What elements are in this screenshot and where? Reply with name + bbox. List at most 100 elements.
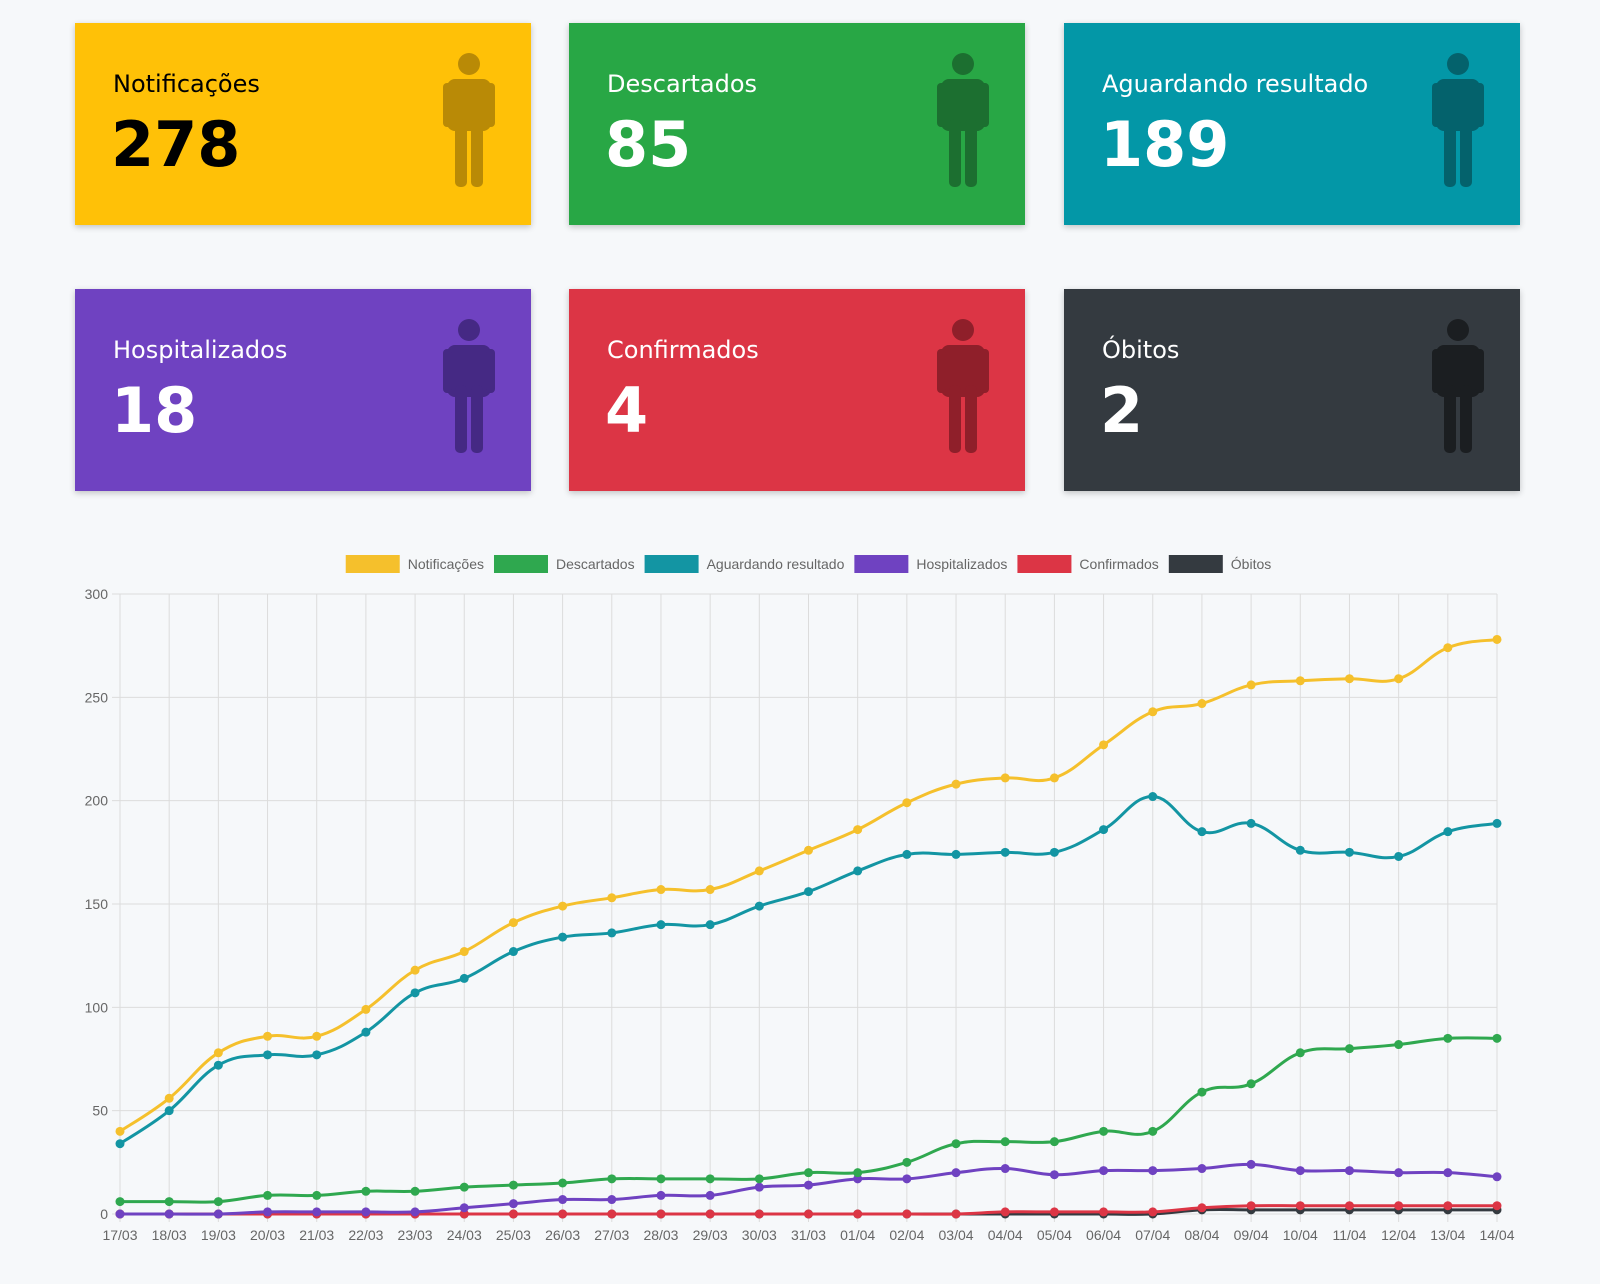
data-point[interactable] (804, 1168, 813, 1178)
data-point[interactable] (558, 1209, 568, 1219)
data-point[interactable] (853, 825, 863, 835)
data-point[interactable] (607, 893, 617, 903)
data-point[interactable] (213, 1048, 223, 1058)
legend-item[interactable]: Hospitalizados (854, 555, 1007, 573)
data-point[interactable] (1148, 707, 1158, 717)
data-point[interactable] (705, 1174, 715, 1184)
data-point[interactable] (607, 928, 617, 938)
data-point[interactable] (1344, 674, 1354, 684)
data-point[interactable] (656, 1174, 666, 1184)
data-point[interactable] (951, 849, 961, 859)
data-point[interactable] (410, 965, 420, 975)
data-point[interactable] (1099, 1207, 1109, 1217)
data-point[interactable] (361, 1004, 371, 1014)
legend-item[interactable]: Descartados (493, 555, 635, 573)
data-point[interactable] (656, 885, 666, 895)
data-point[interactable] (1000, 1137, 1010, 1147)
data-point[interactable] (1000, 1164, 1010, 1174)
data-point[interactable] (902, 1174, 912, 1184)
data-point[interactable] (754, 901, 764, 911)
data-point[interactable] (1344, 847, 1354, 857)
data-point[interactable] (312, 1207, 322, 1217)
data-point[interactable] (951, 779, 961, 789)
data-point[interactable] (164, 1209, 174, 1219)
data-point[interactable] (213, 1060, 223, 1070)
data-point[interactable] (754, 1209, 764, 1219)
data-point[interactable] (1295, 676, 1305, 686)
data-point[interactable] (263, 1050, 273, 1060)
data-point[interactable] (459, 1209, 469, 1219)
data-point[interactable] (1197, 827, 1207, 837)
data-point[interactable] (705, 1190, 715, 1200)
data-point[interactable] (902, 849, 912, 859)
data-point[interactable] (508, 1199, 518, 1209)
data-point[interactable] (115, 1197, 125, 1207)
data-point[interactable] (312, 1190, 322, 1200)
data-point[interactable] (508, 1209, 518, 1219)
data-point[interactable] (410, 988, 420, 998)
data-point[interactable] (1246, 818, 1256, 828)
data-point[interactable] (1295, 1166, 1305, 1176)
data-point[interactable] (1148, 1126, 1158, 1136)
data-point[interactable] (1443, 1033, 1453, 1043)
data-point[interactable] (951, 1139, 961, 1149)
data-point[interactable] (508, 1180, 518, 1190)
data-point[interactable] (1394, 674, 1404, 684)
data-point[interactable] (607, 1195, 617, 1205)
legend-item[interactable]: Confirmados (1017, 555, 1159, 573)
data-point[interactable] (754, 1182, 764, 1192)
data-point[interactable] (1344, 1201, 1354, 1211)
data-point[interactable] (558, 1178, 568, 1188)
legend-item[interactable]: Notificações (345, 555, 484, 573)
data-point[interactable] (1148, 792, 1158, 802)
data-point[interactable] (1197, 1087, 1207, 1097)
data-point[interactable] (1246, 1079, 1256, 1089)
data-point[interactable] (1295, 845, 1305, 855)
legend-item[interactable]: Óbitos (1168, 555, 1271, 573)
data-point[interactable] (410, 1186, 420, 1196)
data-point[interactable] (164, 1197, 174, 1207)
data-point[interactable] (1049, 1170, 1059, 1180)
data-point[interactable] (263, 1207, 273, 1217)
data-point[interactable] (1000, 1207, 1010, 1217)
data-point[interactable] (754, 1174, 764, 1184)
data-point[interactable] (902, 798, 912, 808)
data-point[interactable] (508, 947, 518, 957)
data-point[interactable] (361, 1027, 371, 1037)
data-point[interactable] (459, 1203, 469, 1213)
data-point[interactable] (558, 932, 568, 942)
data-point[interactable] (607, 1209, 617, 1219)
data-point[interactable] (1443, 643, 1453, 653)
data-point[interactable] (1049, 847, 1059, 857)
data-point[interactable] (361, 1207, 371, 1217)
data-point[interactable] (508, 918, 518, 928)
data-point[interactable] (705, 920, 715, 930)
data-point[interactable] (804, 1180, 813, 1190)
data-point[interactable] (1049, 1207, 1059, 1217)
data-point[interactable] (607, 1174, 617, 1184)
data-point[interactable] (164, 1106, 174, 1116)
data-point[interactable] (705, 885, 715, 895)
data-point[interactable] (804, 887, 813, 897)
data-point[interactable] (1344, 1044, 1354, 1054)
data-point[interactable] (1344, 1166, 1354, 1176)
data-point[interactable] (902, 1157, 912, 1167)
data-point[interactable] (1394, 1040, 1404, 1050)
data-point[interactable] (213, 1197, 223, 1207)
data-point[interactable] (1492, 1201, 1502, 1211)
data-point[interactable] (1197, 1164, 1207, 1174)
data-point[interactable] (1246, 1159, 1256, 1169)
data-point[interactable] (656, 920, 666, 930)
data-point[interactable] (951, 1168, 961, 1178)
data-point[interactable] (263, 1190, 273, 1200)
data-point[interactable] (1099, 740, 1109, 750)
data-point[interactable] (1492, 1172, 1502, 1182)
data-point[interactable] (1000, 847, 1010, 857)
data-point[interactable] (312, 1050, 322, 1060)
data-point[interactable] (410, 1207, 420, 1217)
data-point[interactable] (1197, 1203, 1207, 1213)
data-point[interactable] (1000, 773, 1010, 783)
data-point[interactable] (853, 1174, 863, 1184)
data-point[interactable] (361, 1186, 371, 1196)
data-point[interactable] (213, 1209, 223, 1219)
